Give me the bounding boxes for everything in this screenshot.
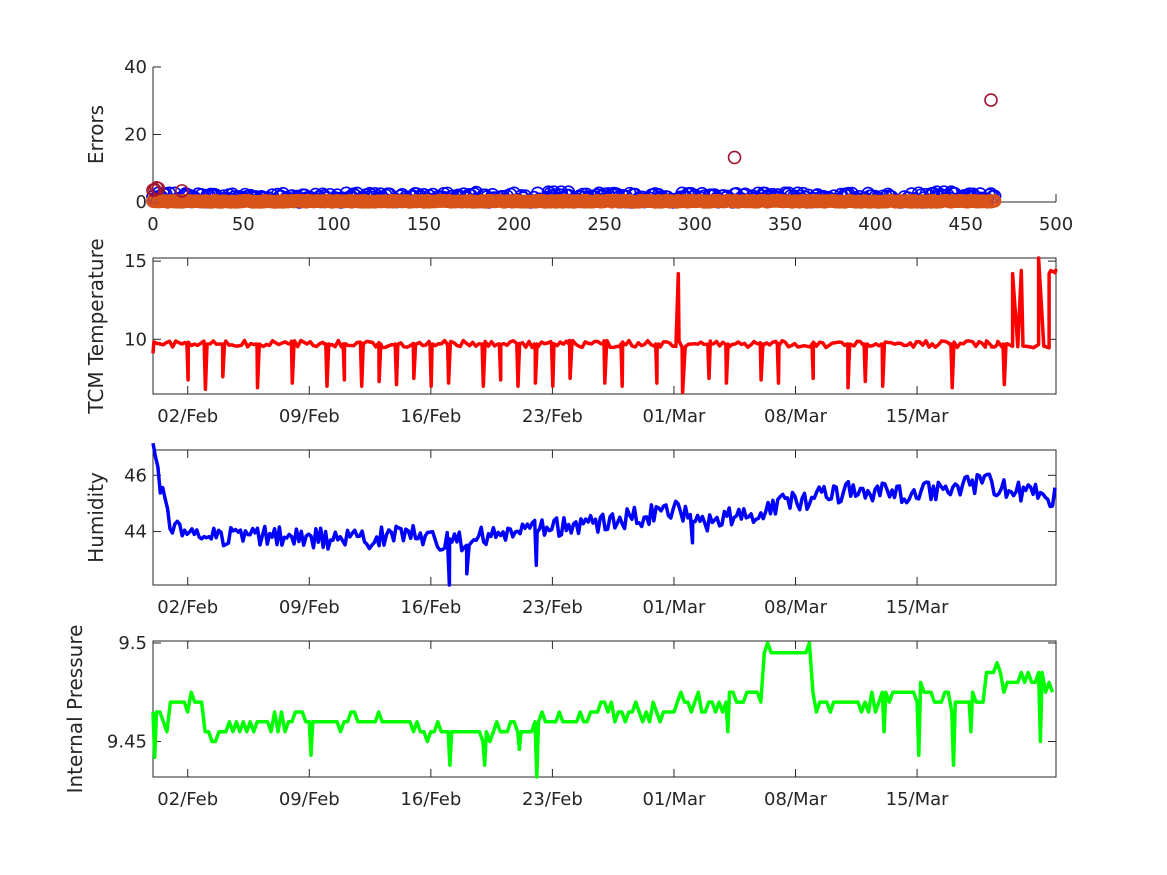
error-point-red: [727, 150, 742, 165]
x-tick-label: 02/Feb: [157, 597, 218, 618]
x-tick-label: 500: [1039, 214, 1073, 235]
y-tick-label: 20: [124, 125, 147, 146]
x-tick-label: 200: [497, 214, 531, 235]
y-axis-label: Internal Pressure: [63, 625, 87, 794]
y-tick-label: 44: [124, 522, 147, 543]
errors-axes: 0 50 100 150 200 250 300 350 400 450 500 0 20 40 Error…: [84, 57, 1073, 235]
x-tick-label: 01/Mar: [642, 597, 706, 618]
error-point-orange: [987, 194, 1002, 208]
x-tick-label: 15/Mar: [886, 789, 950, 810]
x-tick-label: 09/Feb: [279, 597, 340, 618]
x-tick-label: 02/Feb: [157, 406, 218, 427]
x-tick-label: 09/Feb: [279, 406, 340, 427]
error-point-red: [151, 181, 166, 196]
error-point-red: [984, 93, 998, 107]
x-tick-label: 08/Mar: [764, 406, 828, 427]
x-tick-label: 08/Mar: [764, 789, 828, 810]
x-tick-label: 450: [949, 214, 983, 235]
internal-pressure-axes: 02/Feb 09/Feb 16/Feb 23/Feb 01/Mar 08/Mar 15/M…: [63, 625, 1057, 810]
tcm-temperature-axes: 02/Feb 09/Feb 16/Feb 23/Feb 01/Mar 08/Mar 15/M…: [84, 238, 1058, 427]
x-tick-label: 15/Mar: [886, 406, 950, 427]
x-tick-label: 400: [858, 214, 892, 235]
x-tick-label: 350: [768, 214, 802, 235]
x-tick-label: 300: [678, 214, 712, 235]
x-tick-label: 100: [316, 214, 350, 235]
x-tick-label: 50: [232, 214, 255, 235]
x-tick-label: 08/Mar: [764, 597, 828, 618]
x-tick-label: 16/Feb: [400, 406, 461, 427]
y-tick-label: 10: [124, 329, 147, 350]
internal-pressure-line: [151, 641, 1055, 779]
humidity-axes: 02/Feb 09/Feb 16/Feb 23/Feb 01/Mar 08/Mar 15/M…: [84, 442, 1057, 618]
y-tick-label: 9.5: [118, 633, 147, 654]
axes-box: [152, 640, 1057, 778]
x-tick-label: 16/Feb: [400, 789, 461, 810]
humidity-line: [151, 442, 1057, 587]
x-tick-label: 01/Mar: [642, 789, 706, 810]
x-tick-label: 16/Feb: [400, 597, 461, 618]
x-tick-label: 09/Feb: [279, 789, 340, 810]
y-tick-label: 15: [124, 251, 147, 272]
y-tick-label: 46: [124, 465, 147, 486]
x-tick-label: 02/Feb: [157, 789, 218, 810]
tcm-temperature-line: [151, 256, 1058, 395]
axes-box: [152, 257, 1057, 395]
error-point-red: [175, 184, 189, 198]
x-tick-label: 150: [407, 214, 441, 235]
y-tick-label: 0: [136, 192, 147, 213]
y-tick-label: 9.45: [107, 732, 147, 753]
x-tick-label: 0: [147, 214, 158, 235]
y-axis-label: Errors: [84, 105, 108, 164]
axes-box: [152, 449, 1057, 586]
x-tick-label: 15/Mar: [886, 597, 950, 618]
x-tick-label: 23/Feb: [522, 406, 583, 427]
y-axis-label: Humidity: [84, 472, 108, 563]
x-tick-label: 23/Feb: [522, 597, 583, 618]
x-tick-label: 23/Feb: [522, 789, 583, 810]
y-tick-label: 40: [124, 57, 147, 78]
x-tick-label: 250: [587, 214, 621, 235]
x-tick-label: 01/Mar: [642, 406, 706, 427]
y-axis-label: TCM Temperature: [84, 238, 108, 414]
